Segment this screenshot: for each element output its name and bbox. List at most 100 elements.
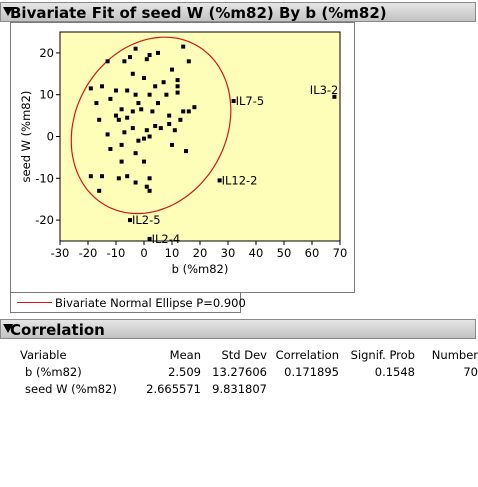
data-point[interactable] — [97, 117, 102, 122]
y-tick-label: 0 — [47, 130, 54, 144]
data-point[interactable] — [97, 188, 102, 193]
data-point[interactable] — [156, 101, 160, 106]
y-tick-label: -20 — [35, 213, 54, 227]
data-point[interactable] — [175, 78, 180, 83]
data-point[interactable] — [153, 84, 158, 89]
data-point[interactable] — [122, 130, 127, 135]
ellipse-legend-label: Bivariate Normal Ellipse P=0.900 — [55, 296, 246, 310]
data-point[interactable] — [144, 128, 149, 133]
data-point[interactable] — [153, 124, 158, 128]
data-point[interactable] — [147, 53, 152, 57]
data-point[interactable] — [181, 44, 186, 49]
data-point[interactable] — [181, 109, 186, 114]
data-point[interactable] — [161, 80, 166, 85]
data-point[interactable] — [88, 86, 93, 91]
data-point[interactable] — [184, 149, 188, 154]
correlation-header[interactable]: Correlation — [0, 319, 476, 339]
data-point[interactable] — [147, 92, 152, 97]
data-point[interactable] — [147, 134, 152, 139]
data-point[interactable] — [186, 109, 191, 114]
data-point[interactable] — [172, 128, 177, 133]
data-point[interactable] — [105, 59, 110, 64]
data-point[interactable] — [119, 107, 124, 112]
data-point[interactable] — [116, 117, 121, 122]
point-label: IL2-4 — [152, 232, 181, 246]
data-point[interactable] — [100, 174, 104, 179]
data-point[interactable] — [192, 105, 197, 110]
plot-area[interactable] — [60, 32, 340, 241]
data-point[interactable] — [186, 59, 191, 64]
data-point[interactable] — [144, 184, 149, 189]
correlation-title: Correlation — [10, 321, 105, 339]
data-point[interactable] — [136, 101, 141, 106]
column-header: Correlation — [275, 347, 339, 362]
data-point[interactable] — [122, 59, 127, 64]
scatter-plot[interactable]: -30 -20 -10 0 10 20 30 40 50 60 70 -20 -10 0 10 20 b (%m… — [11, 23, 356, 294]
table-cell: b (%m82) — [25, 364, 82, 379]
data-point[interactable] — [147, 188, 152, 193]
data-point[interactable] — [133, 92, 138, 97]
bivariate-fit-title: Bivariate Fit of seed W (%m82) By b (%m8… — [10, 4, 387, 22]
data-point[interactable] — [231, 99, 236, 103]
correlation-table: Variable Mean Std Dev Correlation Signif… — [20, 346, 478, 397]
data-point[interactable] — [178, 117, 183, 122]
point-label: IL12-2 — [222, 173, 258, 187]
data-point[interactable] — [167, 113, 172, 118]
data-point[interactable] — [105, 132, 110, 137]
data-point[interactable] — [114, 113, 118, 118]
data-point[interactable] — [108, 96, 113, 101]
data-point[interactable] — [119, 142, 124, 147]
scatter-plot-panel[interactable]: -30 -20 -10 0 10 20 30 40 50 60 70 -20 -10 0 10 20 b (%m… — [10, 22, 355, 293]
data-point[interactable] — [125, 115, 130, 120]
column-header: Number — [431, 347, 478, 362]
data-point[interactable] — [130, 71, 135, 76]
data-point[interactable] — [175, 84, 180, 89]
data-point[interactable] — [128, 55, 132, 60]
data-point[interactable] — [175, 90, 180, 95]
column-header: Variable — [20, 347, 67, 362]
data-point[interactable] — [114, 88, 118, 93]
data-point[interactable] — [170, 142, 174, 147]
data-point[interactable] — [164, 92, 169, 97]
data-point[interactable] — [142, 159, 146, 164]
data-point[interactable] — [142, 76, 146, 80]
data-point[interactable] — [133, 180, 138, 185]
data-point[interactable] — [133, 46, 138, 51]
bivariate-fit-header[interactable]: Bivariate Fit of seed W (%m82) By b (%m8… — [0, 2, 476, 22]
data-point[interactable] — [217, 178, 222, 183]
column-header: Std Dev — [221, 347, 267, 362]
data-point[interactable] — [170, 67, 174, 72]
data-point[interactable] — [116, 176, 121, 181]
disclosure-triangle-icon[interactable] — [3, 7, 13, 16]
data-point[interactable] — [139, 107, 144, 112]
data-point[interactable] — [156, 50, 160, 55]
data-point[interactable] — [130, 126, 135, 131]
data-point[interactable] — [94, 101, 99, 106]
data-point[interactable] — [136, 138, 141, 143]
y-tick-label: 10 — [39, 88, 54, 102]
data-point[interactable] — [133, 151, 138, 156]
data-point[interactable] — [130, 109, 135, 114]
data-point[interactable] — [147, 236, 152, 241]
data-point[interactable] — [158, 126, 163, 131]
data-point[interactable] — [332, 94, 337, 99]
y-tick-label: 20 — [39, 46, 54, 60]
table-cell: 0.171895 — [284, 364, 339, 379]
data-point[interactable] — [88, 174, 93, 179]
data-point[interactable] — [125, 174, 130, 179]
data-point[interactable] — [150, 109, 155, 114]
data-point[interactable] — [125, 88, 130, 93]
data-point[interactable] — [100, 84, 104, 89]
data-point[interactable] — [167, 122, 172, 126]
data-point[interactable] — [144, 57, 149, 62]
data-point[interactable] — [128, 218, 132, 223]
data-point[interactable] — [147, 176, 152, 181]
data-point[interactable] — [142, 136, 146, 141]
disclosure-triangle-icon[interactable] — [3, 324, 13, 333]
table-cell: 2.665571 — [146, 381, 201, 396]
table-cell: 2.509 — [168, 364, 201, 379]
data-point[interactable] — [119, 159, 124, 164]
data-point[interactable] — [108, 147, 113, 151]
table-cell — [267, 380, 339, 397]
x-tick-label: -10 — [107, 246, 126, 260]
